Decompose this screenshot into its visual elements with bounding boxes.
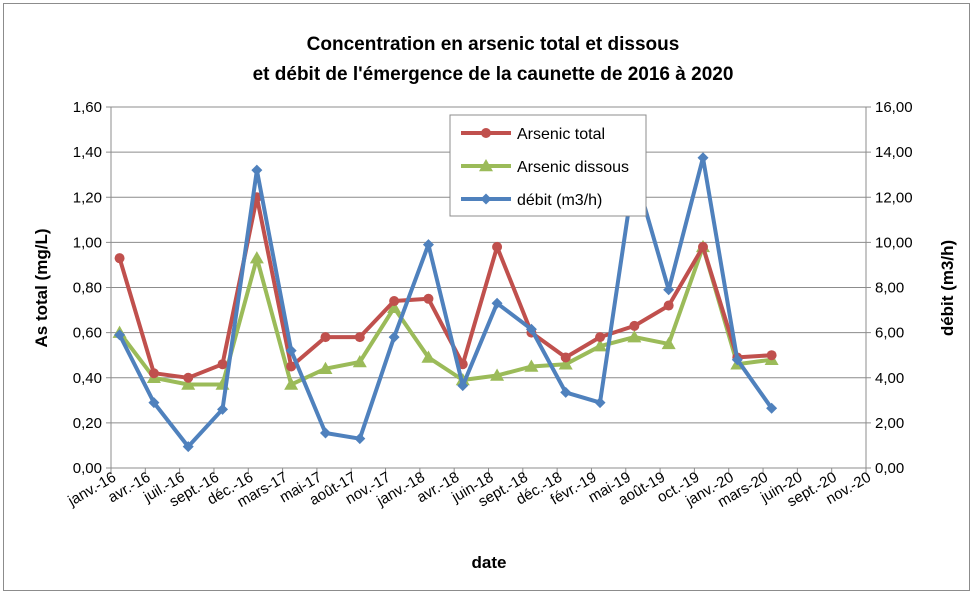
data-point [318, 361, 333, 374]
left-tick-label: 0,60 [73, 325, 102, 342]
data-point [183, 372, 194, 383]
data-point [490, 368, 505, 381]
x-axis-title: date [472, 553, 507, 572]
data-point [286, 361, 297, 372]
legend-label: Arsenic dissous [517, 159, 629, 176]
data-point [697, 241, 708, 252]
left-tick-label: 0,20 [73, 415, 102, 432]
right-tick-label: 8,00 [875, 280, 904, 297]
data-point [663, 300, 674, 311]
data-point [114, 329, 126, 341]
data-point [524, 359, 539, 372]
series-line [117, 195, 772, 380]
right-tick-label: 14,00 [875, 144, 913, 161]
data-point [663, 284, 675, 296]
right-tick-label: 16,00 [875, 99, 913, 116]
left-tick-label: 0,40 [73, 370, 102, 387]
data-point [697, 152, 709, 164]
left-axis-title: As total (mg/L) [32, 229, 51, 348]
data-point [181, 377, 196, 390]
left-tick-label: 1,40 [73, 144, 102, 161]
x-axis-ticks: janv.-16avr.-16juil.-16sept.-16déc.-16ma… [64, 468, 874, 511]
data-point [457, 380, 469, 392]
left-tick-label: 1,00 [73, 234, 102, 251]
data-point [766, 350, 777, 361]
data-point [492, 241, 503, 252]
right-tick-label: 4,00 [875, 370, 904, 387]
right-tick-label: 0,00 [875, 460, 904, 477]
data-point [595, 332, 606, 343]
left-tick-label: 1,60 [73, 99, 102, 116]
data-point [285, 345, 297, 357]
data-point [354, 332, 365, 343]
data-point [387, 300, 402, 314]
chart-title-line-1: Concentration en arsenic total et dissou… [307, 34, 680, 55]
data-point [629, 320, 640, 331]
left-tick-label: 0,00 [73, 460, 102, 477]
right-tick-label: 10,00 [875, 234, 913, 251]
data-point [558, 357, 573, 370]
chart-frame [3, 3, 970, 591]
data-point [731, 354, 743, 366]
data-point [284, 377, 299, 390]
data-point [182, 441, 194, 453]
data-point [388, 331, 400, 343]
right-tick-label: 2,00 [875, 415, 904, 432]
data-point [249, 251, 264, 264]
legend-marker [480, 193, 492, 205]
data-point [422, 239, 434, 251]
data-point [423, 293, 434, 304]
data-point [251, 164, 263, 176]
data-point [354, 433, 366, 445]
data-point [593, 339, 608, 352]
data-point [319, 427, 331, 439]
data-point [389, 296, 400, 307]
data-point [766, 402, 778, 414]
data-point [114, 253, 125, 264]
data-point [525, 323, 537, 335]
data-point [560, 352, 571, 363]
data-point [320, 332, 331, 343]
legend: Arsenic total Arsenic dissous débit (m3/h) [449, 114, 647, 217]
data-point [421, 350, 436, 363]
data-point [352, 354, 367, 368]
right-tick-label: 6,00 [875, 325, 904, 342]
right-tick-label: 12,00 [875, 189, 913, 206]
data-point [627, 330, 642, 343]
series-2 [114, 152, 778, 453]
right-axis-title: débit (m3/h) [938, 240, 957, 336]
data-point [661, 336, 676, 350]
left-tick-label: 0,80 [73, 280, 102, 297]
data-series [112, 152, 779, 453]
legend-label: débit (m3/h) [517, 192, 602, 209]
right-axis-ticks: 0,00 2,00 4,00 6,00 8,00 10,00 12,00 14,00 16,00 [866, 99, 913, 477]
series-0 [114, 192, 777, 383]
left-axis-ticks: 0,00 0,20 0,40 0,60 0,80 1,00 1,20 1,40 1,60 [73, 99, 111, 477]
data-point [457, 359, 468, 370]
series-line [117, 155, 774, 449]
chart-title-line-2: et débit de l'émergence de la caunette d… [253, 64, 734, 85]
legend-label: Arsenic total [517, 126, 605, 143]
data-point [594, 397, 606, 409]
data-point [491, 297, 503, 309]
legend-marker [479, 159, 493, 172]
data-point [217, 403, 229, 415]
legend-marker [481, 128, 491, 138]
data-point [560, 386, 572, 398]
left-tick-label: 1,20 [73, 189, 102, 206]
data-point [148, 368, 159, 379]
data-point [148, 397, 160, 409]
data-point [217, 359, 228, 370]
